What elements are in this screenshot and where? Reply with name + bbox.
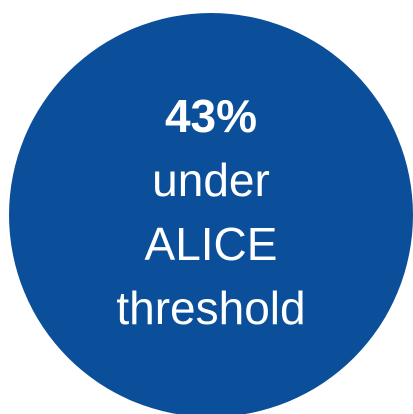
- percent-value: 43%: [164, 90, 258, 142]
- label-alice: ALICE: [144, 218, 278, 270]
- label-under: under: [152, 154, 270, 206]
- label-threshold: threshold: [116, 282, 306, 334]
- stat-circle: 43% under ALICE threshold: [9, 13, 413, 414]
